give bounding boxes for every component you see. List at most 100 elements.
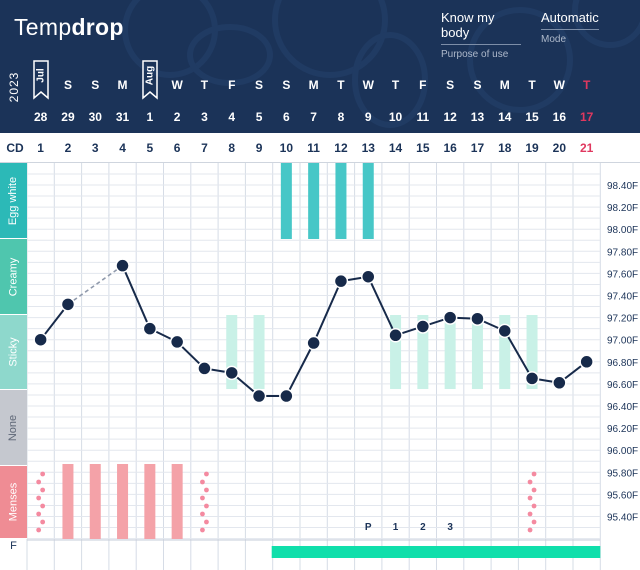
temperature-point[interactable]	[579, 354, 594, 370]
category-creamy[interactable]: Creamy	[0, 239, 27, 315]
cycle-day-row: CD 1 2 3 4 5 6 7 8 9 10 11 12 13 14 15 16 17 18 19 20 21	[0, 133, 640, 163]
sticky-bar[interactable]	[226, 315, 238, 389]
y-tick-label: 95.60F	[607, 490, 638, 501]
temperature-point[interactable]	[60, 297, 76, 312]
temperature-point[interactable]	[388, 328, 403, 343]
egg-white-bars	[280, 163, 374, 239]
temperature-point[interactable]	[442, 310, 458, 325]
mode-selector[interactable]: Automatic Mode	[541, 10, 599, 45]
temperature-point[interactable]	[415, 319, 431, 334]
weekday-label: S	[282, 78, 291, 92]
spotting-markers	[36, 471, 537, 533]
temperature-point[interactable]	[524, 371, 540, 386]
date-label[interactable]: 7	[310, 110, 317, 124]
category-egg-white[interactable]: Egg white	[0, 163, 27, 239]
sticky-bar[interactable]	[471, 315, 483, 389]
bbt-chart[interactable]: 98.40F 98.20F 98.00F 97.80F 97.60F 97.40F 97.2…	[0, 163, 640, 570]
sticky-bar[interactable]	[499, 315, 511, 389]
date-label[interactable]: 9	[364, 110, 372, 124]
sticky-bar[interactable]	[417, 315, 429, 389]
y-tick-label: 97.20F	[607, 314, 638, 325]
cycle-day: 14	[388, 141, 403, 155]
weekday-label: S	[91, 78, 100, 92]
missing-data-link	[67, 265, 124, 305]
menses-bar[interactable]	[117, 464, 129, 539]
temperature-point[interactable]	[197, 361, 212, 376]
egg-white-bar[interactable]	[335, 163, 347, 239]
tempdrop-logo: Tempdrop	[14, 14, 124, 41]
date-label[interactable]: 5	[255, 110, 263, 124]
spotting-dot	[531, 487, 537, 493]
date-label[interactable]: 28	[33, 110, 48, 124]
y-tick-label: 98.00F	[607, 225, 638, 236]
date-label[interactable]: 4	[228, 110, 236, 124]
date-label[interactable]: 14	[498, 110, 512, 124]
date-label[interactable]: 8	[337, 110, 345, 124]
egg-white-bar[interactable]	[362, 163, 374, 239]
temperature-point[interactable]	[361, 269, 376, 284]
category-none[interactable]: None	[0, 390, 27, 466]
date-label[interactable]: 30	[88, 110, 102, 124]
date-label[interactable]: 11	[416, 110, 430, 124]
menses-bar[interactable]	[62, 464, 74, 539]
sticky-bar[interactable]	[390, 315, 402, 389]
y-tick-label: 98.40F	[607, 181, 638, 192]
date-label[interactable]: 16	[552, 110, 567, 124]
month-flag-label: Aug	[144, 65, 156, 86]
temperature-point[interactable]	[306, 335, 321, 351]
y-tick-label: 96.00F	[607, 446, 638, 457]
category-sticky[interactable]: Sticky	[0, 315, 27, 390]
sticky-bar[interactable]	[444, 315, 456, 389]
temperature-point[interactable]	[470, 311, 485, 326]
temperature-point[interactable]	[115, 258, 130, 273]
fertile-window-bar[interactable]	[271, 546, 601, 558]
egg-white-bar[interactable]	[308, 163, 320, 239]
sticky-bar[interactable]	[526, 315, 538, 389]
date-label[interactable]: 15	[525, 110, 539, 124]
date-label[interactable]: 1	[146, 110, 154, 124]
temperature-point[interactable]	[333, 273, 349, 289]
temperature-point[interactable]	[251, 388, 267, 404]
temperature-point[interactable]	[169, 334, 185, 350]
spotting-dot	[40, 503, 46, 509]
date-label[interactable]: 2	[173, 110, 181, 124]
temperature-point[interactable]	[497, 323, 512, 339]
weekday-label: T	[582, 78, 591, 92]
menses-bar[interactable]	[89, 464, 101, 539]
date-label[interactable]: 10	[388, 110, 403, 124]
menses-bar[interactable]	[171, 464, 183, 539]
sticky-bar[interactable]	[253, 315, 265, 389]
date-label[interactable]: 31	[115, 110, 130, 124]
bookmark-icon	[32, 60, 49, 100]
date-label[interactable]: 6	[282, 110, 290, 124]
year-label: 2023	[7, 71, 21, 103]
category-label: Egg white	[7, 176, 20, 225]
spotting-dot	[200, 479, 205, 485]
cycle-day: 16	[443, 141, 457, 155]
y-tick-label: 97.80F	[607, 247, 638, 258]
spotting-dot	[204, 519, 209, 525]
temperature-point[interactable]	[552, 375, 567, 391]
menses-bar[interactable]	[144, 464, 156, 539]
date-label[interactable]: 13	[470, 110, 485, 124]
temperature-point[interactable]	[33, 332, 48, 347]
temperature-point[interactable]	[279, 388, 294, 404]
cycle-day: 20	[552, 141, 567, 155]
date-label[interactable]: 3	[201, 110, 208, 124]
egg-white-bar[interactable]	[280, 163, 292, 239]
date-label[interactable]: 17	[579, 110, 594, 124]
bookmark-icon	[142, 60, 158, 100]
ovulation-day-labels: P 1 2 3	[365, 522, 453, 533]
temperature-point[interactable]	[142, 321, 158, 336]
y-tick-label: 97.00F	[607, 336, 638, 347]
cycle-day: 19	[525, 141, 539, 155]
date-label[interactable]: 12	[443, 110, 457, 124]
spotting-dot	[527, 479, 533, 485]
purpose-selector[interactable]: Know my body Purpose of use	[441, 10, 521, 60]
date-label[interactable]: 29	[61, 110, 75, 124]
temperature-point[interactable]	[224, 365, 239, 381]
category-menses[interactable]: Menses	[0, 466, 27, 539]
temperature-points	[33, 258, 594, 404]
spotting-dot	[531, 471, 537, 477]
y-tick-label: 97.40F	[607, 292, 638, 303]
